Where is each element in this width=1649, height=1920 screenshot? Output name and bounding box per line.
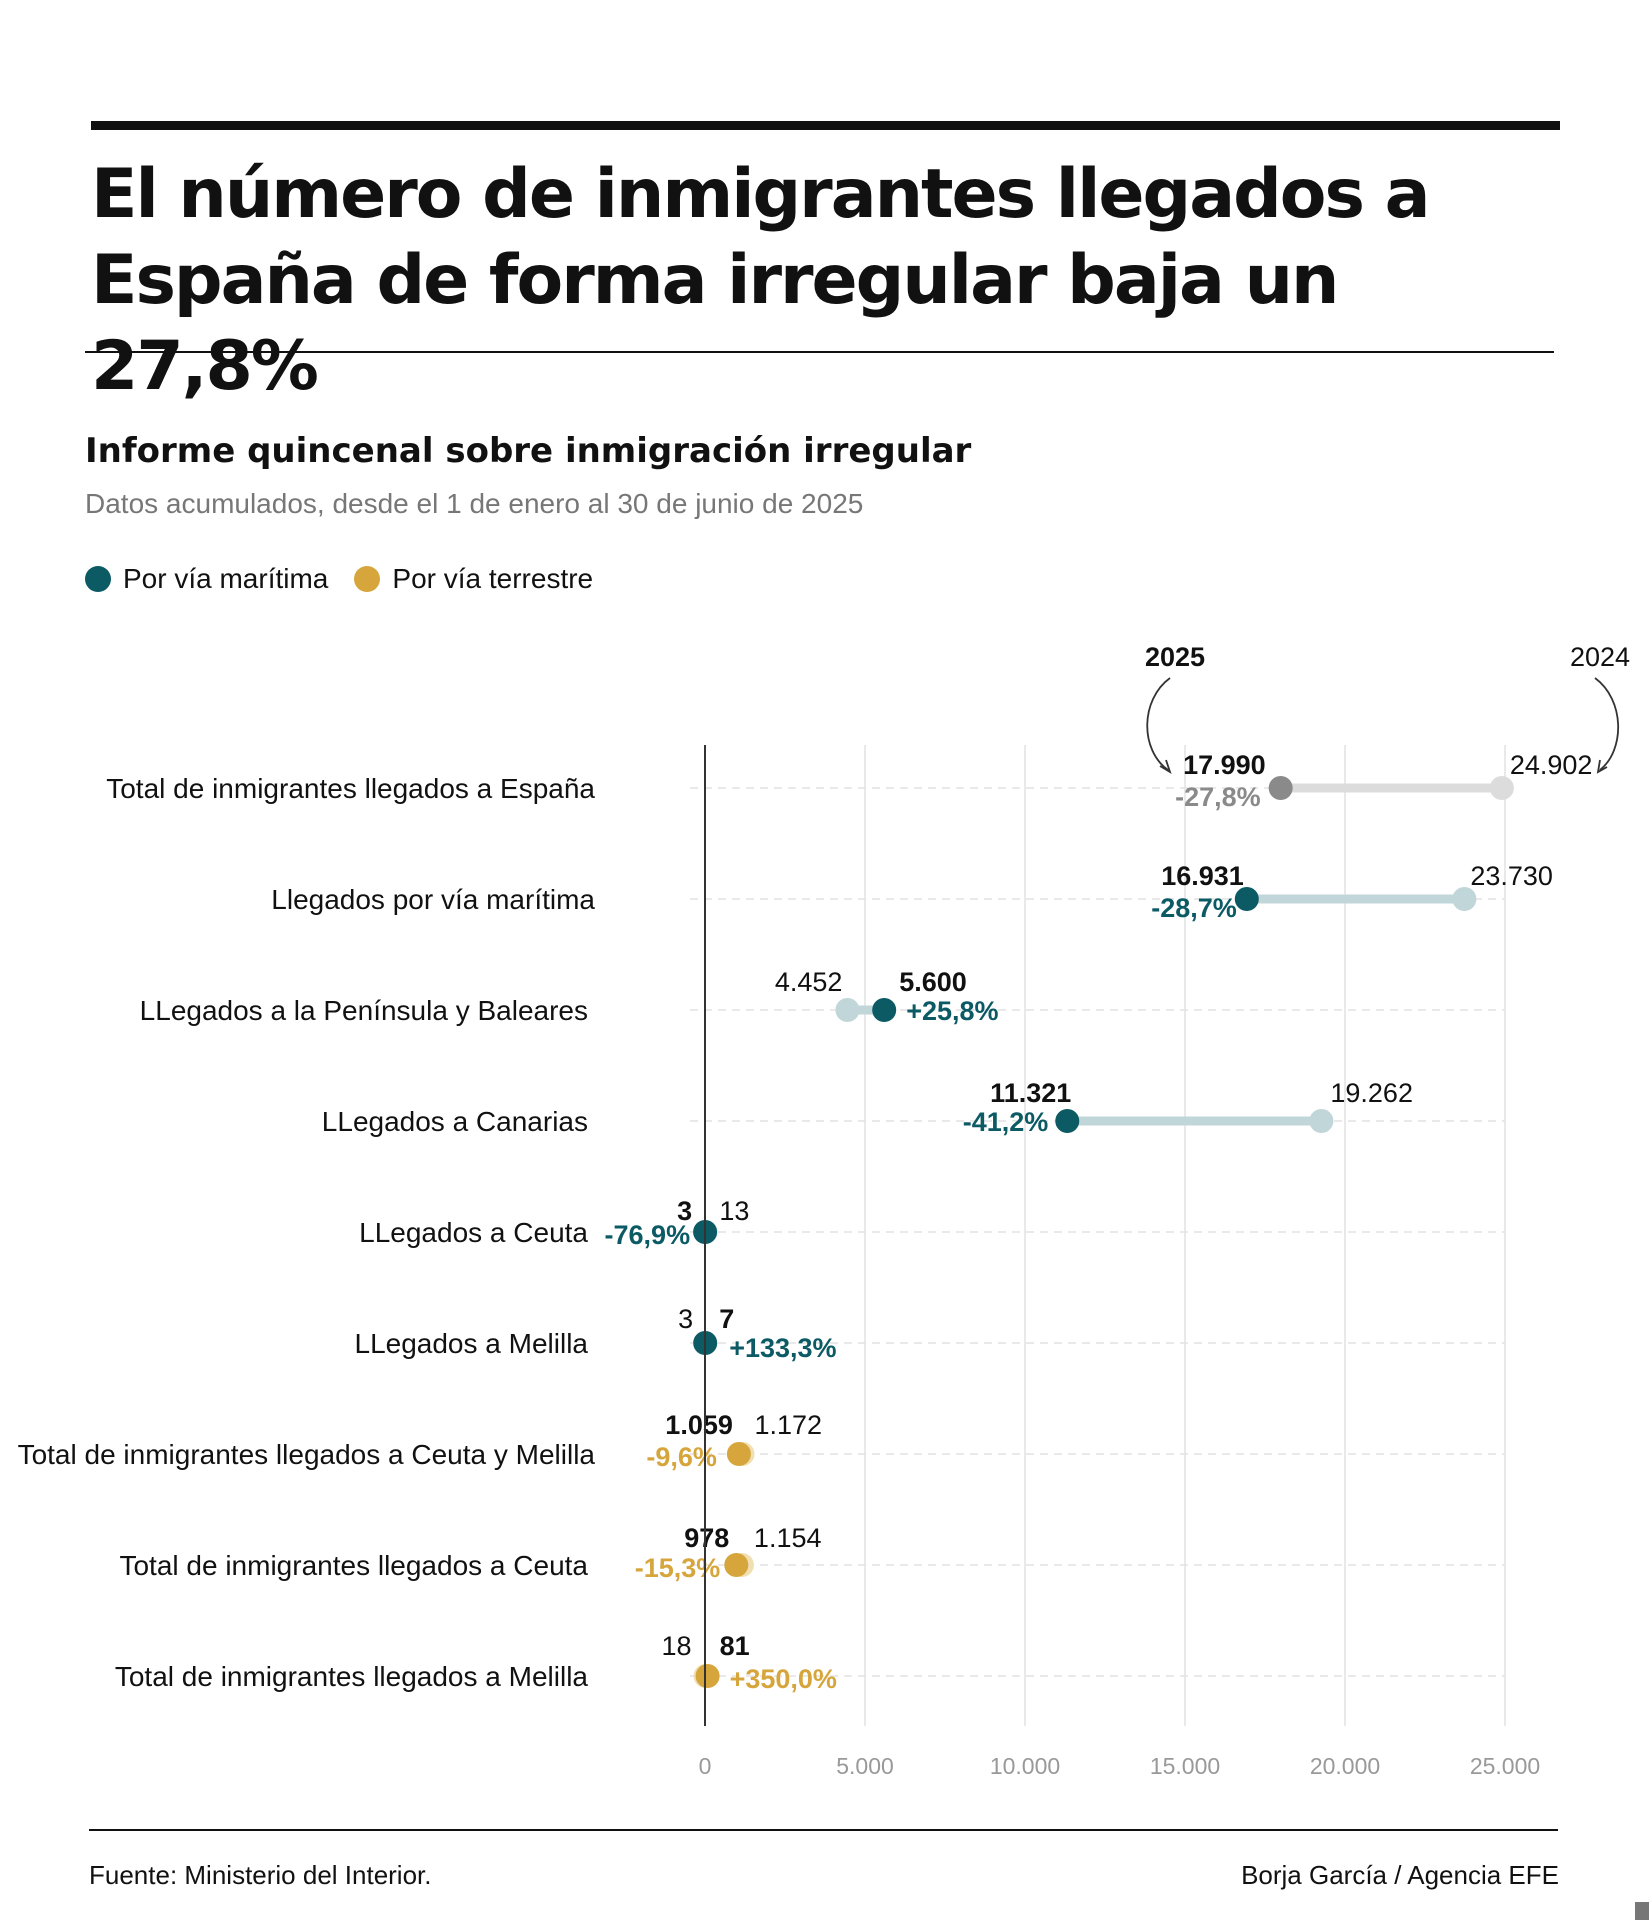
x-tick-label: 20.000 <box>1310 1753 1380 1779</box>
change-label: -15,3% <box>635 1553 721 1583</box>
year-label-2024: 2024 <box>1570 642 1630 672</box>
category-label: LLegados a Melilla <box>355 1328 589 1359</box>
legend-terrestre-label: Por vía terrestre <box>392 563 594 594</box>
value-label-2025: 5.600 <box>899 967 967 997</box>
x-tick-label: 25.000 <box>1470 1753 1540 1779</box>
top-rule <box>91 121 1560 130</box>
point-2025 <box>726 1442 751 1466</box>
x-tick-label: 5.000 <box>836 1753 894 1779</box>
change-label: +133,3% <box>729 1333 836 1363</box>
point-2025 <box>1055 1109 1080 1133</box>
change-label: -41,2% <box>963 1107 1049 1137</box>
category-label: LLegados a Canarias <box>322 1106 588 1137</box>
corner-mark <box>1635 1902 1649 1920</box>
value-label-2024: 3 <box>678 1304 693 1334</box>
value-label-2024: 23.730 <box>1470 861 1553 891</box>
change-label: -9,6% <box>646 1442 717 1472</box>
value-label-2024: 24.902 <box>1510 750 1593 780</box>
legend-maritima-label: Por vía marítima <box>123 563 329 594</box>
change-label: +25,8% <box>906 996 998 1026</box>
title-divider <box>85 351 1554 353</box>
change-label: -76,9% <box>605 1220 691 1250</box>
category-label: Total de inmigrantes llegados a Ceuta y … <box>18 1439 596 1470</box>
category-label: Total de inmigrantes llegados a España <box>106 773 595 804</box>
value-label-2024: 1.154 <box>754 1523 822 1553</box>
footer-divider <box>89 1829 1558 1831</box>
author-credit: Borja García / Agencia EFE <box>1241 1860 1559 1890</box>
arrow-2025 <box>1146 677 1171 771</box>
change-label: +350,0% <box>730 1664 837 1694</box>
legend-item-maritima: Por vía marítima <box>85 563 328 595</box>
dumbbell-chart: 0 5.000 10.000 15.000 20.000 25.000 Total de i… <box>18 642 1630 1779</box>
point-2024 <box>1489 776 1514 800</box>
point-2024 <box>835 998 860 1022</box>
arrowhead-2025 <box>1159 759 1172 775</box>
arrowhead-2024 <box>1596 759 1608 774</box>
x-tick-label: 10.000 <box>990 1753 1060 1779</box>
category-label: Total de inmigrantes llegados a Ceuta <box>119 1550 588 1581</box>
value-label-2025: 7 <box>719 1304 734 1334</box>
value-label-2024: 13 <box>719 1196 749 1226</box>
legend-maritima-dot <box>85 566 111 592</box>
category-label: Total de inmigrantes llegados a Melilla <box>115 1661 589 1692</box>
category-label: LLegados a Ceuta <box>359 1217 588 1248</box>
year-label-2025: 2025 <box>1145 642 1205 672</box>
legend: Por vía marítima Por vía terrestre <box>85 563 619 595</box>
point-2024 <box>1309 1109 1334 1133</box>
point-2025 <box>1234 887 1259 911</box>
value-label-2025: 81 <box>720 1631 750 1661</box>
chart-note: Datos acumulados, desde el 1 de enero al… <box>85 488 864 519</box>
category-label: Llegados por vía marítima <box>271 884 595 915</box>
point-2025 <box>695 1664 720 1688</box>
legend-terrestre-dot <box>354 566 381 592</box>
value-label-2025: 1.059 <box>665 1410 733 1440</box>
point-2025 <box>1268 776 1293 800</box>
x-tick-label: 15.000 <box>1150 1753 1220 1779</box>
arrow-2024 <box>1594 677 1620 771</box>
value-label-2024: 1.172 <box>755 1410 823 1440</box>
value-label-2025: 978 <box>684 1523 729 1553</box>
chart-subtitle: Informe quincenal sobre inmigración irre… <box>85 431 972 471</box>
value-label-2025: 17.990 <box>1183 750 1266 780</box>
change-label: -27,8% <box>1175 782 1261 812</box>
source-note: Fuente: Ministerio del Interior. <box>89 1860 432 1890</box>
legend-item-terrestre: Por vía terrestre <box>354 563 593 595</box>
page-title: El número de inmigrantes llegados a Espa… <box>91 155 1431 406</box>
value-label-2024: 19.262 <box>1330 1078 1413 1108</box>
value-label-2024: 4.452 <box>775 967 843 997</box>
value-label-2025: 3 <box>677 1196 692 1226</box>
value-label-2025: 16.931 <box>1161 861 1244 891</box>
point-2025 <box>872 998 897 1022</box>
value-label-2024: 18 <box>662 1631 692 1661</box>
point-2025 <box>724 1553 749 1577</box>
point-2024 <box>1452 887 1477 911</box>
value-label-2025: 11.321 <box>990 1078 1071 1108</box>
change-label: -28,7% <box>1151 893 1237 923</box>
category-label: LLegados a la Península y Baleares <box>140 995 588 1026</box>
x-tick-label: 0 <box>699 1753 712 1779</box>
